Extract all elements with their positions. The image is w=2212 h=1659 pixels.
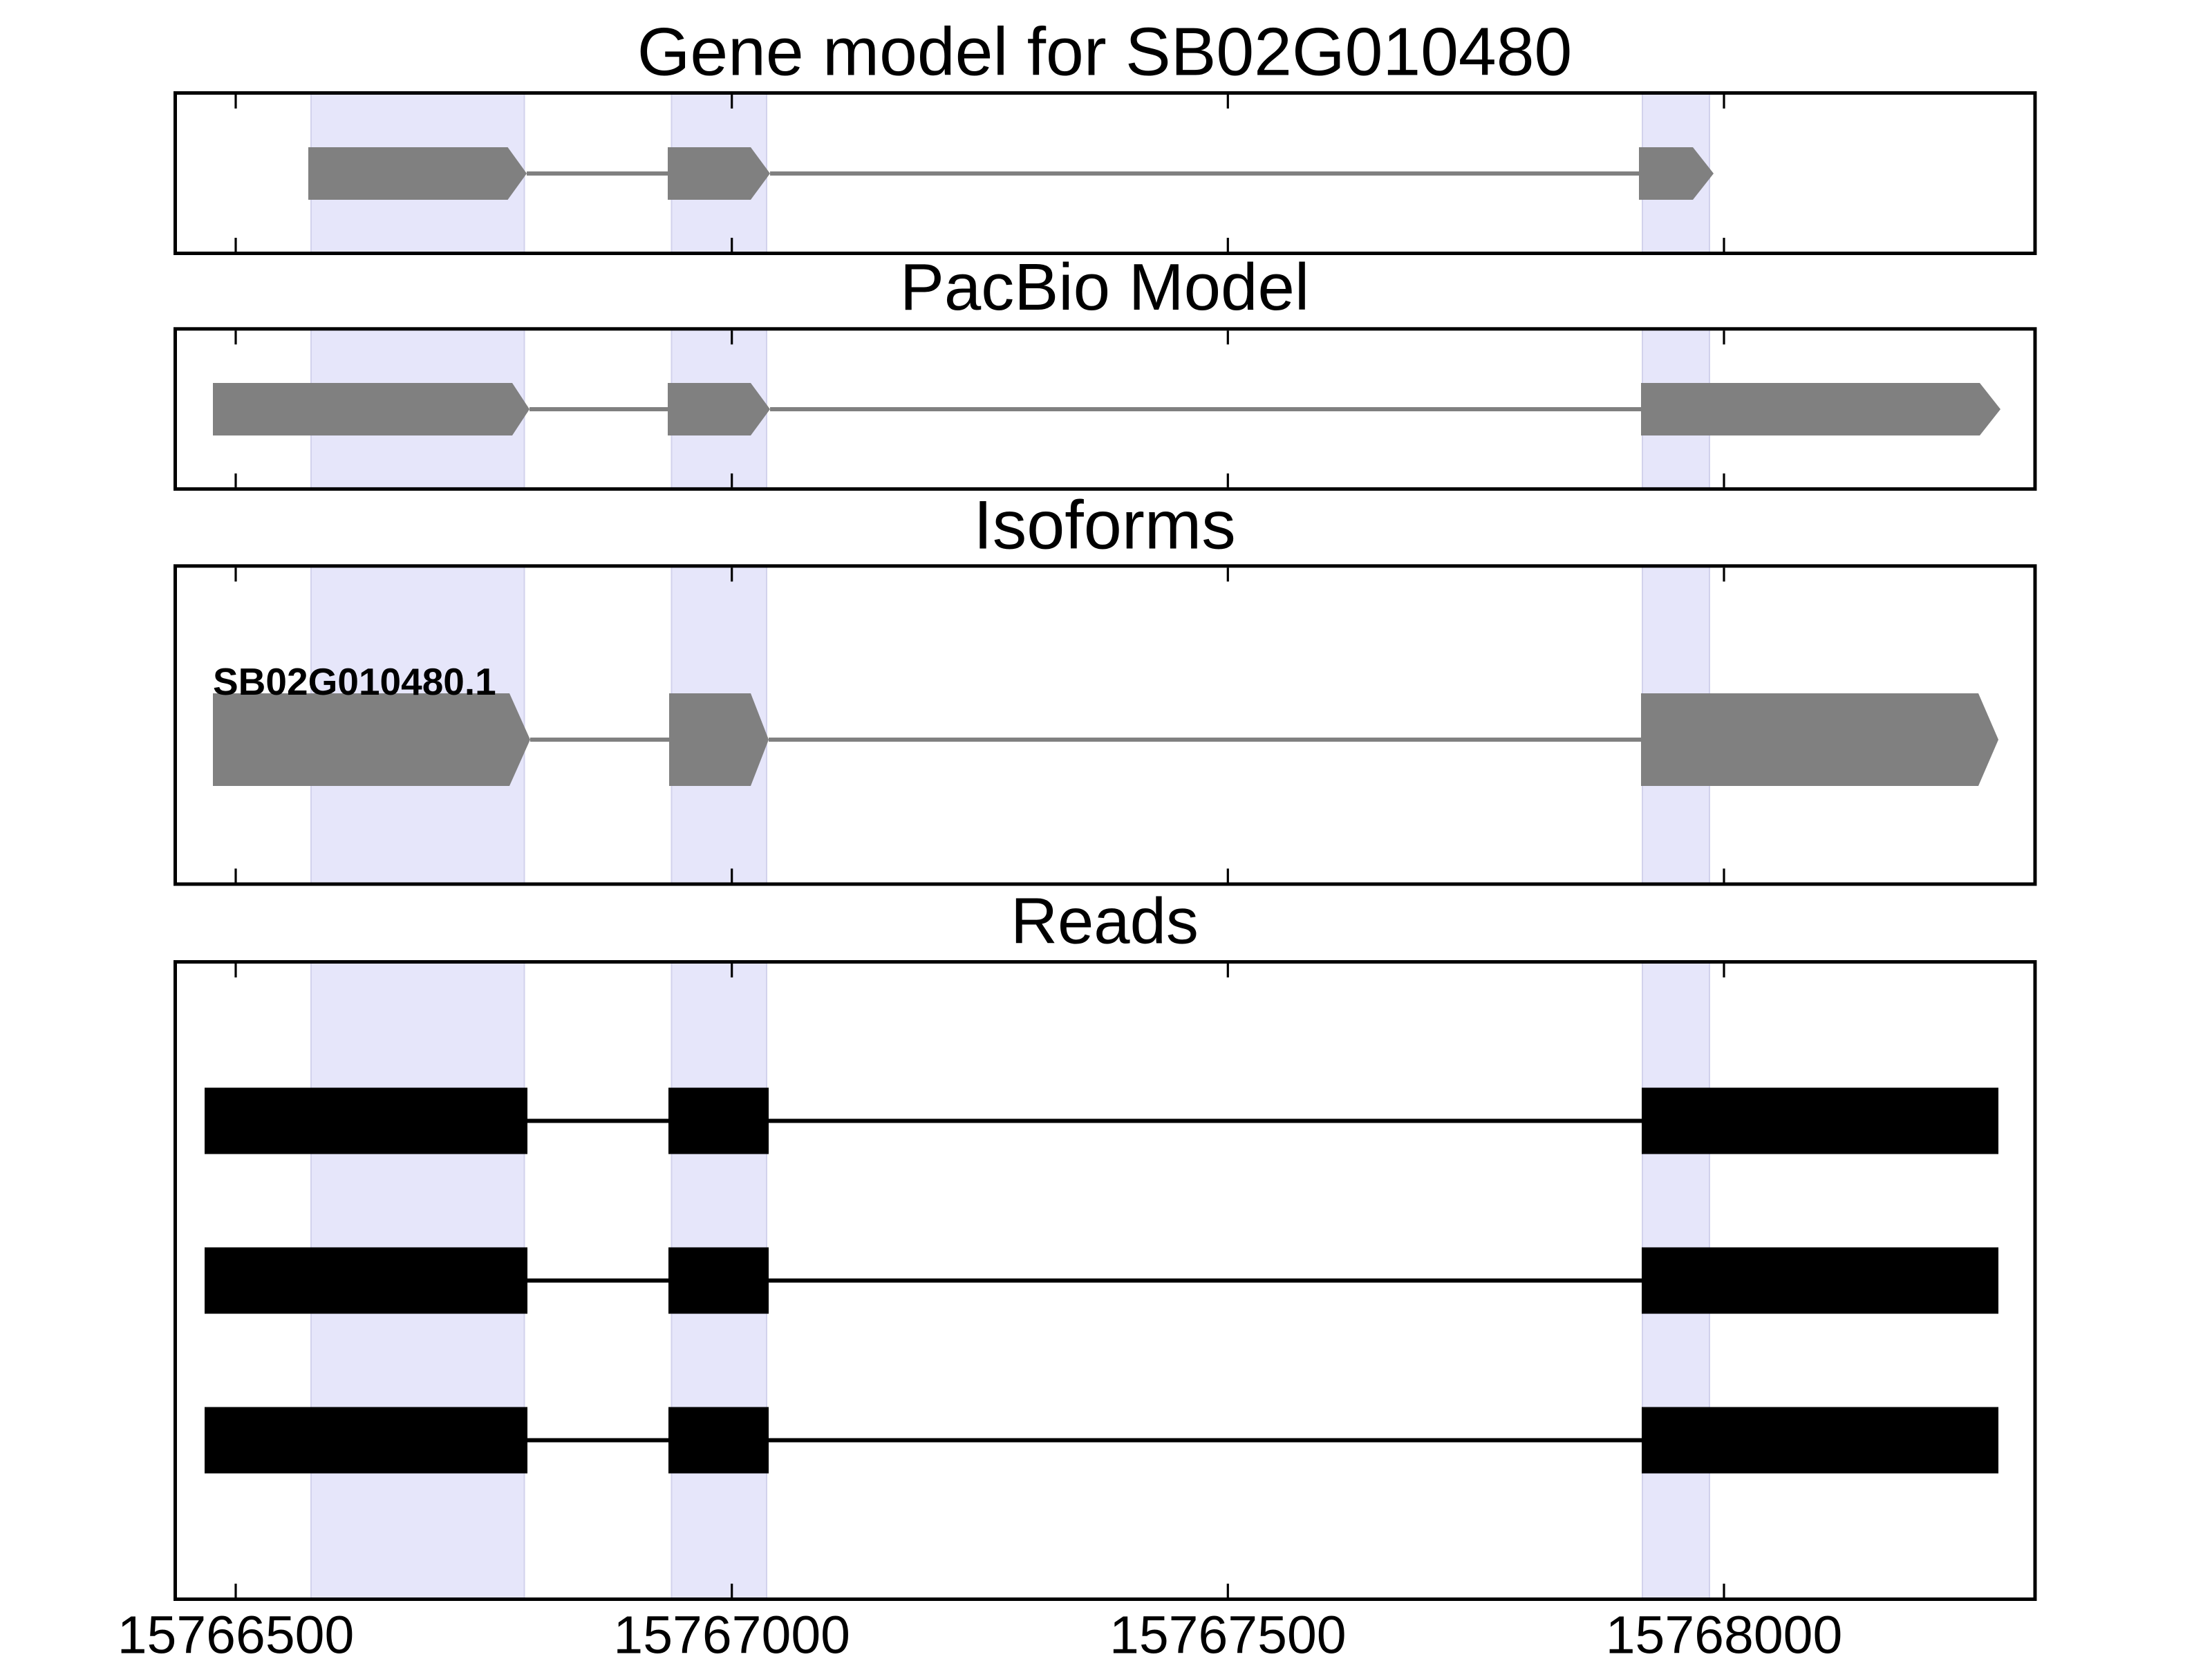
svg-text:15767000: 15767000 [613,1606,850,1659]
svg-text:PacBio Model: PacBio Model [900,250,1309,324]
svg-text:Gene model for SB02G010480: Gene model for SB02G010480 [637,14,1573,90]
svg-text:SB02G010480.1: SB02G010480.1 [213,660,496,703]
svg-text:Reads: Reads [1011,885,1199,957]
svg-text:15767500: 15767500 [1109,1606,1347,1659]
svg-text:15768000: 15768000 [1606,1606,1843,1659]
svg-text:15766500: 15766500 [118,1606,355,1659]
svg-text:Isoforms: Isoforms [973,487,1236,563]
